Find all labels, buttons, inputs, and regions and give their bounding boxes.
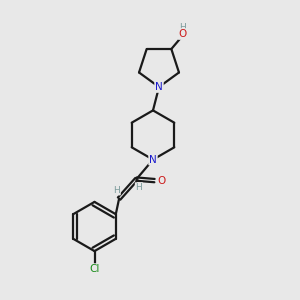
Text: N: N <box>155 82 163 92</box>
Text: O: O <box>157 176 165 186</box>
Text: H: H <box>179 22 186 32</box>
Text: H: H <box>113 186 120 195</box>
Text: O: O <box>178 29 187 39</box>
Text: N: N <box>149 154 157 165</box>
Text: Cl: Cl <box>89 264 100 274</box>
Text: H: H <box>136 183 142 192</box>
